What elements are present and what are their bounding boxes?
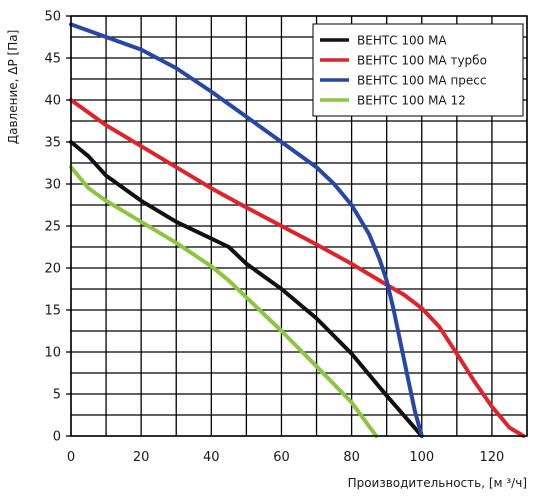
- y-tick-label: 45: [44, 52, 61, 67]
- y-tick-label: 35: [44, 136, 61, 151]
- y-axis-label: Давление, ΔP [Па]: [6, 30, 20, 145]
- y-tick-label: 40: [44, 94, 61, 109]
- x-tick-label: 60: [273, 450, 290, 465]
- x-axis-label: Производительность, [м ³/ч]: [348, 476, 527, 490]
- legend-label: ВЕНТС 100 МА пресс: [357, 74, 487, 88]
- series-line: [69, 140, 424, 438]
- y-tick-label: 30: [44, 178, 61, 193]
- x-tick-label: 80: [343, 450, 360, 465]
- x-tick-label: 20: [133, 450, 150, 465]
- legend: ВЕНТС 100 МА ВЕНТС 100 МА турбо ВЕНТС 100 …: [312, 23, 524, 117]
- legend-label: ВЕНТС 100 МА 12: [357, 94, 466, 108]
- y-tick-label: 5: [53, 388, 61, 403]
- series-line: [69, 165, 379, 438]
- y-tick-label: 15: [44, 304, 61, 319]
- y-tick-label: 0: [53, 430, 61, 445]
- x-tick-label: 120: [480, 450, 505, 465]
- x-tick-label: 0: [67, 450, 75, 465]
- legend-label: ВЕНТС 100 МА турбо: [357, 54, 487, 68]
- x-tick-label: 100: [409, 450, 434, 465]
- axes: [66, 15, 528, 437]
- y-tick-label: 20: [44, 262, 61, 277]
- y-tick-label: 10: [44, 346, 61, 361]
- series-line: [69, 98, 526, 438]
- x-tick-label: 40: [203, 450, 220, 465]
- legend-label: ВЕНТС 100 МА: [357, 34, 447, 48]
- series-lines: [69, 22, 526, 438]
- y-tick-label: 50: [44, 10, 61, 25]
- tick-labels: 0 5 10 15 20 25 30 35 40 45 50 0 20 40 60 80 100 120: [44, 10, 504, 466]
- y-tick-label: 25: [44, 220, 61, 235]
- series-line: [69, 22, 424, 438]
